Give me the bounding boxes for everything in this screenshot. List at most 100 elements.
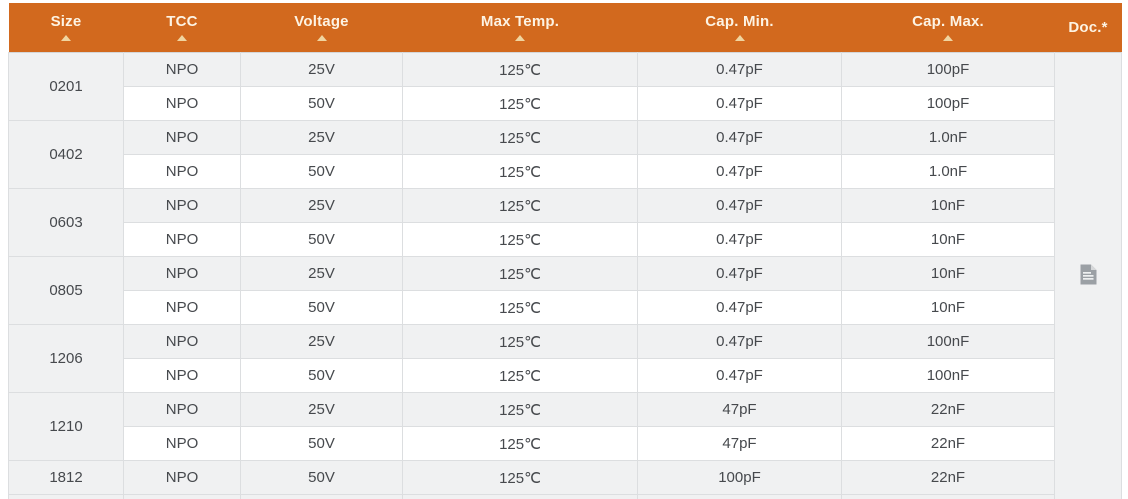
partial-cell xyxy=(240,494,403,499)
table-header: Size TCC Voltage Max Temp. Cap. Min. Cap. Max… xyxy=(8,3,1122,53)
cap-min-cell: 47pF xyxy=(637,426,842,461)
cap-max-cell: 22nF xyxy=(841,426,1055,461)
max-temp-cell: 125℃ xyxy=(402,120,638,155)
cap-max-cell: 100pF xyxy=(841,86,1055,121)
cap-min-cell: 0.47pF xyxy=(637,86,842,121)
cap-min-cell: 0.47pF xyxy=(637,256,842,291)
cap-max-cell: 100nF xyxy=(841,324,1055,359)
column-label: Cap. Min. xyxy=(705,13,774,30)
cap-max-cell: 1.0nF xyxy=(841,154,1055,189)
cap-min-cell: 0.47pF xyxy=(637,290,842,325)
max-temp-cell: 125℃ xyxy=(402,52,638,87)
voltage-cell: 50V xyxy=(240,290,403,325)
max-temp-cell: 125℃ xyxy=(402,426,638,461)
table-row-1206-25v: 1206 NPO 25V 125℃ 0.47pF 100nF xyxy=(8,324,1122,393)
column-header-inner: Size xyxy=(9,3,124,52)
column-header-inner: TCC xyxy=(124,3,241,52)
cap-min-cell: 0.47pF xyxy=(637,358,842,393)
table-row-0603-25v: 0603 NPO 25V 125℃ 0.47pF 10nF xyxy=(8,188,1122,257)
sort-ascending-icon xyxy=(316,35,327,41)
cap-max-cell: 22nF xyxy=(841,392,1055,427)
cap-min-cell: 0.47pF xyxy=(637,52,842,87)
cap-max-cell: 10nF xyxy=(841,256,1055,291)
capacitor-spec-table: Size TCC Voltage Max Temp. Cap. Min. Cap. Max… xyxy=(8,3,1122,499)
sort-ascending-icon xyxy=(515,35,525,41)
tcc-cell: NPO xyxy=(123,256,241,291)
tcc-cell: NPO xyxy=(123,324,241,359)
table-row-1210-25v: 1210 NPO 25V 125℃ 47pF 22nF xyxy=(8,392,1122,461)
voltage-cell: 25V xyxy=(240,256,403,291)
voltage-cell: 25V xyxy=(240,188,403,223)
cap-max-cell: 10nF xyxy=(841,222,1055,257)
header-row: Size TCC Voltage Max Temp. Cap. Min. Cap. Max… xyxy=(8,3,1122,53)
column-label: Cap. Max. xyxy=(912,13,984,30)
partial-cell xyxy=(402,494,638,499)
table-row-0805-25v: 0805 NPO 25V 125℃ 0.47pF 10nF xyxy=(8,256,1122,325)
column-header-max-temp[interactable]: Max Temp. xyxy=(402,3,638,53)
tcc-cell: NPO xyxy=(123,120,241,155)
sort-ascending-icon xyxy=(61,35,71,41)
doc-cell xyxy=(1054,52,1122,499)
column-header-inner: Doc.* xyxy=(1055,3,1122,52)
table-row-0603-50v: NPO 50V 125℃ 0.47pF 10nF xyxy=(9,222,1122,257)
cap-max-cell: 10nF xyxy=(841,290,1055,325)
cap-max-cell: 10nF xyxy=(841,188,1055,223)
table-row-1812-50v: 1812 NPO 50V 125℃ 100pF 22nF xyxy=(8,460,1122,495)
column-header-inner: Voltage xyxy=(241,3,403,52)
max-temp-cell: 125℃ xyxy=(402,154,638,189)
column-header-inner: Max Temp. xyxy=(403,3,638,52)
cap-max-cell: 22nF xyxy=(841,460,1055,495)
cap-min-cell: 0.47pF xyxy=(637,324,842,359)
cap-max-cell: 1.0nF xyxy=(841,120,1055,155)
column-label: Size xyxy=(50,13,82,30)
tcc-cell: NPO xyxy=(123,392,241,427)
document-icon[interactable] xyxy=(1080,264,1097,285)
max-temp-cell: 125℃ xyxy=(402,86,638,121)
cap-min-cell: 0.47pF xyxy=(637,120,842,155)
tcc-cell: NPO xyxy=(123,426,241,461)
size-cell: 0201 xyxy=(8,52,124,121)
max-temp-cell: 125℃ xyxy=(402,188,638,223)
tcc-cell: NPO xyxy=(123,358,241,393)
column-label: Doc.* xyxy=(1068,18,1108,36)
column-header-cap-max[interactable]: Cap. Max. xyxy=(841,3,1055,53)
voltage-cell: 25V xyxy=(240,52,403,87)
size-cell: 0402 xyxy=(8,120,124,189)
column-header-cap-min[interactable]: Cap. Min. xyxy=(637,3,842,53)
cap-min-cell: 0.47pF xyxy=(637,154,842,189)
column-header-doc: Doc.* xyxy=(1054,3,1122,53)
table-row-0805-50v: NPO 50V 125℃ 0.47pF 10nF xyxy=(9,290,1122,325)
column-header-tcc[interactable]: TCC xyxy=(123,3,241,53)
cap-min-cell: 47pF xyxy=(637,392,842,427)
table-row-1210-50v: NPO 50V 125℃ 47pF 22nF xyxy=(9,426,1122,461)
column-header-size[interactable]: Size xyxy=(8,3,124,53)
cap-min-cell: 0.47pF xyxy=(637,222,842,257)
partial-cell xyxy=(841,494,1055,499)
sort-ascending-icon xyxy=(734,35,745,41)
voltage-cell: 25V xyxy=(240,324,403,359)
table-row-0201-50v: NPO 50V 125℃ 0.47pF 100pF xyxy=(9,86,1122,121)
size-cell: 1206 xyxy=(8,324,124,393)
tcc-cell: NPO xyxy=(123,460,241,495)
tcc-cell: NPO xyxy=(123,222,241,257)
voltage-cell: 25V xyxy=(240,392,403,427)
cap-min-cell: 100pF xyxy=(637,460,842,495)
sort-ascending-icon xyxy=(943,35,953,41)
tcc-cell: NPO xyxy=(123,188,241,223)
size-cell: 0603 xyxy=(8,188,124,257)
max-temp-cell: 125℃ xyxy=(402,256,638,291)
column-header-inner: Cap. Min. xyxy=(638,3,842,52)
voltage-cell: 50V xyxy=(240,426,403,461)
size-cell: 1210 xyxy=(8,392,124,461)
column-label: TCC xyxy=(166,13,198,30)
partial-cell xyxy=(123,494,241,499)
voltage-cell: 25V xyxy=(240,120,403,155)
column-header-voltage[interactable]: Voltage xyxy=(240,3,403,53)
column-label: Voltage xyxy=(294,13,349,30)
voltage-cell: 50V xyxy=(240,460,403,495)
cap-min-cell: 0.47pF xyxy=(637,188,842,223)
table-row-0402-50v: NPO 50V 125℃ 0.47pF 1.0nF xyxy=(9,154,1122,189)
max-temp-cell: 125℃ xyxy=(402,290,638,325)
cap-max-cell: 100pF xyxy=(841,52,1055,87)
